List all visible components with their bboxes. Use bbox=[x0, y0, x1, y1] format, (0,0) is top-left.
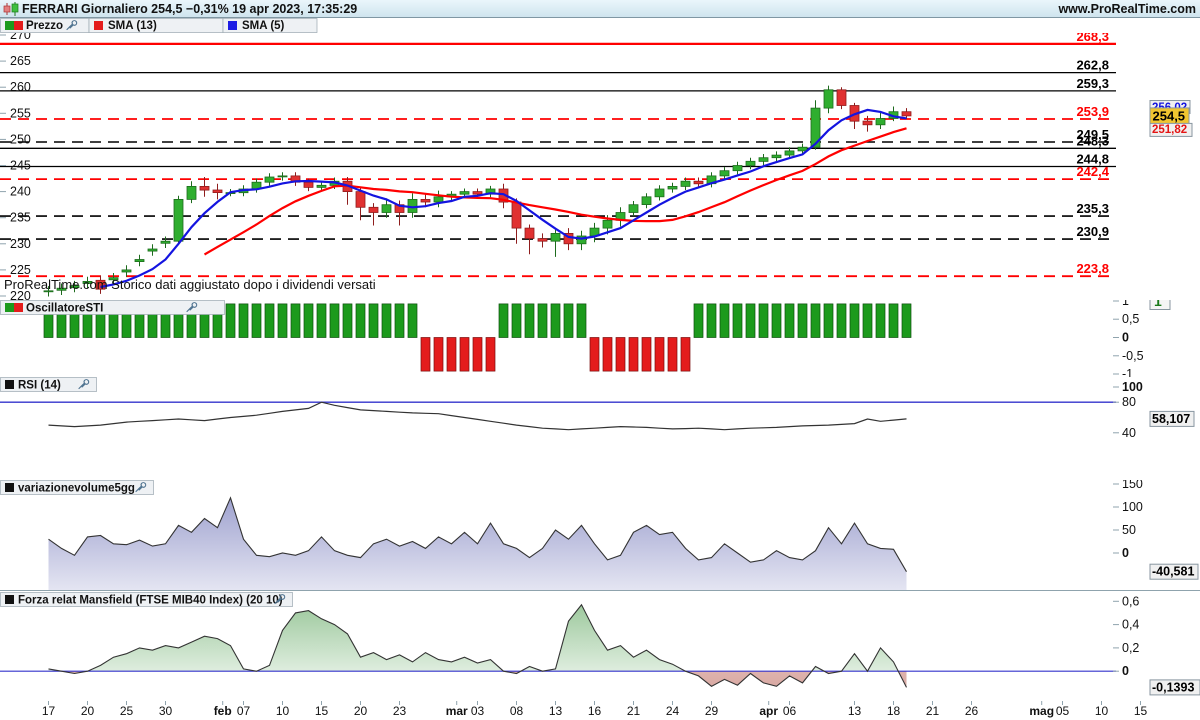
svg-text:251,82: 251,82 bbox=[1152, 124, 1187, 136]
svg-text:07: 07 bbox=[237, 704, 251, 718]
svg-text:20: 20 bbox=[81, 704, 95, 718]
svg-text:mag: mag bbox=[1029, 704, 1054, 718]
svg-text:10: 10 bbox=[1095, 704, 1109, 718]
svg-text:-40,581: -40,581 bbox=[1152, 565, 1194, 579]
svg-text:30: 30 bbox=[159, 704, 173, 718]
svg-text:255: 255 bbox=[10, 106, 31, 120]
svg-text:259,3: 259,3 bbox=[1076, 76, 1109, 91]
svg-text:29: 29 bbox=[705, 704, 719, 718]
svg-text:245: 245 bbox=[10, 159, 31, 173]
svg-text:24: 24 bbox=[666, 704, 680, 718]
svg-text:SMA (5): SMA (5) bbox=[242, 20, 285, 32]
svg-text:235: 235 bbox=[10, 211, 31, 225]
svg-text:05: 05 bbox=[1056, 704, 1070, 718]
svg-text:17: 17 bbox=[42, 704, 56, 718]
svg-text:230,9: 230,9 bbox=[1076, 224, 1109, 239]
svg-text:262,8: 262,8 bbox=[1076, 58, 1109, 73]
svg-text:www.ProRealTime.com: www.ProRealTime.com bbox=[1057, 2, 1196, 16]
svg-text:13: 13 bbox=[549, 704, 563, 718]
svg-text:FERRARI Giornaliero 254,5 −0,3: FERRARI Giornaliero 254,5 −0,31% 19 apr … bbox=[22, 2, 357, 16]
svg-text:58,107: 58,107 bbox=[1152, 412, 1190, 426]
svg-text:Forza relat Mansfield (FTSE MI: Forza relat Mansfield (FTSE MIB40 Index)… bbox=[18, 595, 283, 607]
svg-text:80: 80 bbox=[1122, 395, 1136, 409]
svg-text:0,4: 0,4 bbox=[1122, 618, 1139, 632]
svg-text:268,3: 268,3 bbox=[1076, 33, 1109, 44]
svg-text:21: 21 bbox=[926, 704, 940, 718]
svg-text:235,3: 235,3 bbox=[1076, 201, 1109, 216]
svg-text:242,4: 242,4 bbox=[1076, 164, 1109, 179]
svg-text:-0,5: -0,5 bbox=[1122, 349, 1144, 363]
svg-text:50: 50 bbox=[1122, 523, 1136, 537]
svg-text:16: 16 bbox=[588, 704, 602, 718]
svg-text:06: 06 bbox=[783, 704, 797, 718]
svg-text:270: 270 bbox=[10, 33, 31, 42]
svg-text:mar: mar bbox=[446, 704, 468, 718]
svg-text:100: 100 bbox=[1122, 500, 1143, 514]
svg-text:RSI (14): RSI (14) bbox=[18, 380, 61, 392]
svg-text:40: 40 bbox=[1122, 426, 1136, 440]
svg-text:SMA (13): SMA (13) bbox=[108, 20, 157, 32]
svg-text:13: 13 bbox=[848, 704, 862, 718]
svg-text:230: 230 bbox=[10, 237, 31, 251]
svg-text:23: 23 bbox=[393, 704, 407, 718]
svg-text:Prezzo: Prezzo bbox=[26, 20, 63, 32]
svg-text:0: 0 bbox=[1122, 664, 1129, 678]
svg-text:-0,1393: -0,1393 bbox=[1152, 680, 1194, 694]
svg-text:ProRealTime.com Storico dati: ProRealTime.com Storico dati aggiustato … bbox=[4, 277, 376, 292]
svg-text:21: 21 bbox=[627, 704, 641, 718]
svg-text:260: 260 bbox=[10, 80, 31, 94]
svg-text:15: 15 bbox=[1134, 704, 1148, 718]
svg-text:15: 15 bbox=[315, 704, 329, 718]
svg-text:variazionevolume5gg: variazionevolume5gg bbox=[18, 483, 135, 495]
svg-text:20: 20 bbox=[354, 704, 368, 718]
svg-text:250: 250 bbox=[10, 132, 31, 146]
svg-text:26: 26 bbox=[965, 704, 979, 718]
svg-text:feb: feb bbox=[214, 704, 232, 718]
svg-text:254,5: 254,5 bbox=[1153, 108, 1186, 123]
svg-text:0,2: 0,2 bbox=[1122, 641, 1139, 655]
svg-text:0: 0 bbox=[1122, 546, 1129, 560]
svg-text:03: 03 bbox=[471, 704, 485, 718]
svg-text:25: 25 bbox=[120, 704, 134, 718]
svg-text:225: 225 bbox=[10, 263, 31, 277]
svg-text:0: 0 bbox=[1122, 331, 1129, 345]
svg-text:223,8: 223,8 bbox=[1076, 261, 1109, 276]
svg-text:18: 18 bbox=[887, 704, 901, 718]
svg-text:10: 10 bbox=[276, 704, 290, 718]
svg-text:248,3: 248,3 bbox=[1076, 133, 1109, 148]
svg-text:253,9: 253,9 bbox=[1076, 104, 1109, 119]
svg-text:240: 240 bbox=[10, 185, 31, 199]
svg-text:apr: apr bbox=[759, 704, 778, 718]
svg-text:08: 08 bbox=[510, 704, 524, 718]
svg-text:265: 265 bbox=[10, 54, 31, 68]
svg-text:OscillatoreSTI: OscillatoreSTI bbox=[26, 303, 103, 315]
